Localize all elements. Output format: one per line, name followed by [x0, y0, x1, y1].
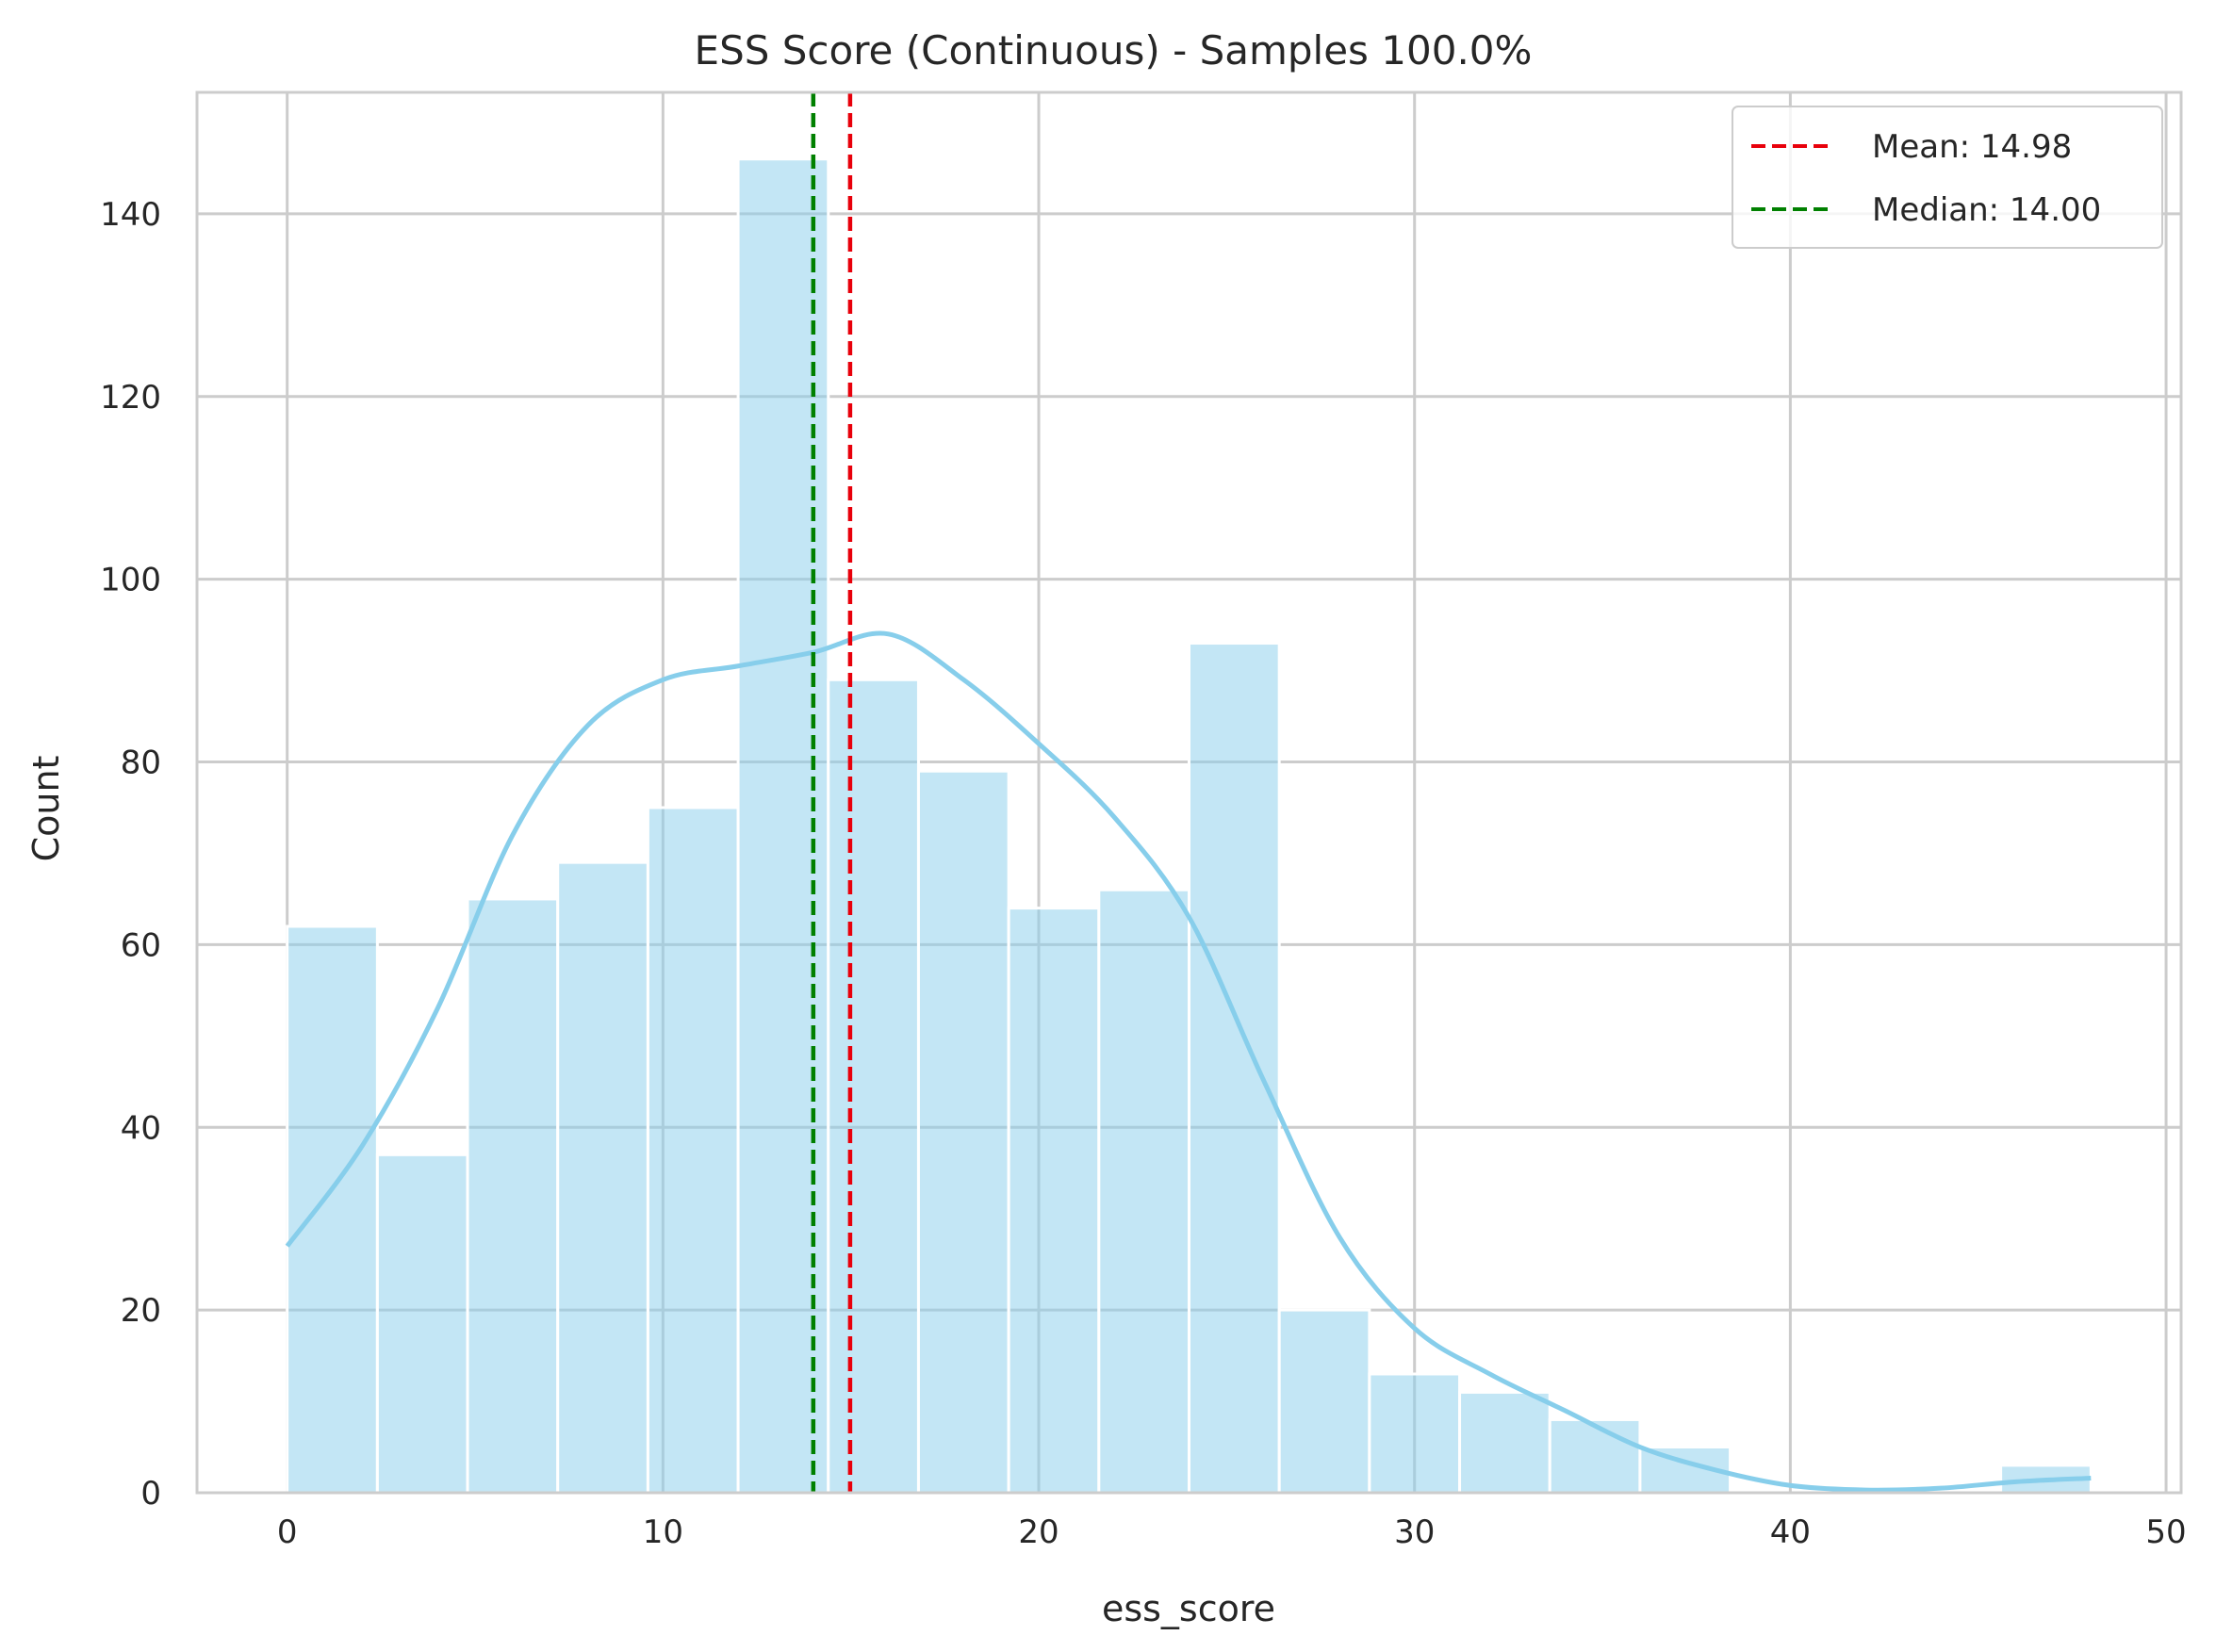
x-tick-label: 50 — [2145, 1513, 2186, 1551]
x-tick-label: 0 — [277, 1513, 298, 1551]
histogram-bar — [1368, 1372, 1462, 1495]
histogram-bar — [556, 860, 649, 1495]
histogram-bar — [1097, 888, 1191, 1495]
legend-mean-label: Mean: 14.98 — [1872, 128, 2072, 166]
y-tick-label: 60 — [121, 926, 161, 964]
x-tick-label: 10 — [643, 1513, 683, 1551]
x-axis-label: ess_score — [1102, 1588, 1275, 1629]
histogram-bar — [1188, 642, 1281, 1495]
y-tick-label: 80 — [121, 744, 161, 782]
y-tick-label: 120 — [100, 379, 161, 417]
y-tick-label: 40 — [121, 1109, 161, 1147]
histogram-bar — [827, 678, 920, 1495]
x-tick-label: 20 — [1018, 1513, 1059, 1551]
chart-title: ESS Score (Continuous) - Samples 100.0% — [695, 27, 1533, 74]
x-tick-label: 30 — [1394, 1513, 1435, 1551]
y-tick-label: 0 — [140, 1475, 161, 1513]
reference-lines — [811, 92, 853, 1493]
histogram-bar — [1277, 1308, 1371, 1495]
y-tick-label: 100 — [100, 562, 161, 599]
histogram-bar — [646, 806, 740, 1495]
histogram-bar — [916, 769, 1010, 1495]
x-tick-label: 40 — [1770, 1513, 1811, 1551]
histogram-bar — [375, 1153, 469, 1495]
y-axis-label: Count — [25, 756, 67, 862]
histogram-bar — [1007, 907, 1101, 1495]
histogram-bar — [286, 924, 379, 1495]
kde-curve — [285, 630, 2092, 1493]
legend: Mean: 14.98 Median: 14.00 — [1732, 106, 2163, 249]
histogram-bar — [466, 897, 560, 1495]
y-tick-label: 20 — [121, 1292, 161, 1330]
histogram-bar — [1548, 1417, 1642, 1495]
axes: 0 10 20 30 40 50 0 20 40 60 80 100 120 140 — [100, 90, 2187, 1551]
plot-frame — [195, 90, 2183, 1495]
legend-box — [1732, 106, 2163, 249]
legend-median-label: Median: 14.00 — [1872, 191, 2101, 229]
histogram-bar — [1458, 1390, 1551, 1495]
kde-line — [285, 630, 2092, 1493]
y-tick-label: 140 — [100, 196, 161, 234]
